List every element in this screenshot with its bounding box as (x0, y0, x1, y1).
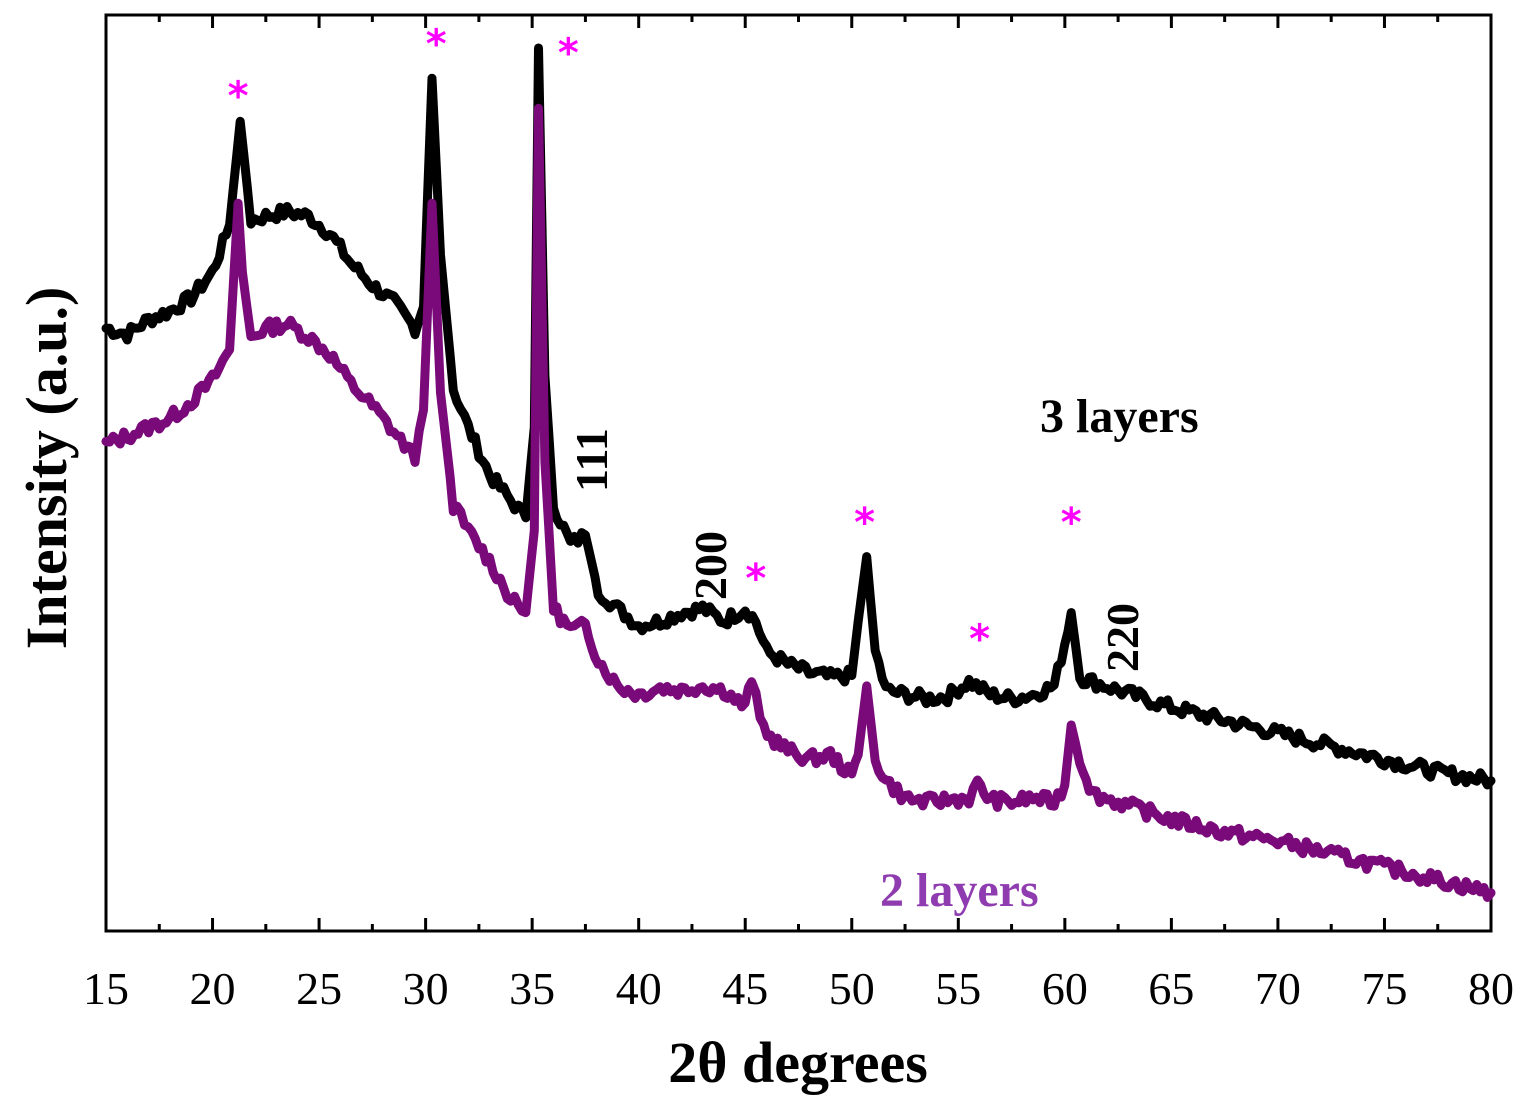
x-tick-label: 80 (1468, 963, 1514, 1014)
x-tick-label: 65 (1148, 963, 1194, 1014)
hkl-label-220: 220 (1097, 603, 1148, 672)
label-2-layers: 2 layers (880, 864, 1039, 917)
peak-star-marker: * (228, 73, 249, 119)
series-line-3-layers (101, 43, 1496, 790)
x-axis-tick-labels: 15 20 25 30 35 40 45 50 55 60 65 70 75 80 (83, 963, 1514, 1014)
x-tick-label: 40 (616, 963, 662, 1014)
x-tick-label: 30 (403, 963, 449, 1014)
peak-star-marker: * (854, 500, 875, 546)
peak-star-marker: * (745, 556, 766, 602)
series-line-2-layers (101, 103, 1496, 902)
label-3-layers: 3 layers (1040, 390, 1199, 443)
x-tick-label: 25 (296, 963, 342, 1014)
x-tick-label: 50 (829, 963, 875, 1014)
x-tick-label: 55 (935, 963, 981, 1014)
peak-star-marker: * (426, 22, 447, 68)
hkl-label-111: 111 (566, 428, 617, 492)
x-tick-label: 45 (722, 963, 768, 1014)
x-tick-label: 60 (1042, 963, 1088, 1014)
x-tick-label: 15 (83, 963, 129, 1014)
x-tick-label: 70 (1255, 963, 1301, 1014)
y-axis-title: Intensity (a.u.) (14, 287, 79, 650)
hkl-label-200: 200 (685, 531, 736, 600)
peak-star-marker: * (1061, 500, 1082, 546)
peak-star-marker: * (558, 30, 579, 76)
peak-star-markers: * * * * * * * (228, 22, 1082, 663)
plot-frame (104, 13, 1493, 933)
x-tick-label: 75 (1361, 963, 1407, 1014)
x-axis-title: 2θ degrees (668, 1030, 928, 1095)
peak-star-marker: * (969, 616, 990, 662)
x-tick-label: 20 (190, 963, 236, 1014)
x-tick-label: 35 (509, 963, 555, 1014)
x-axis-ticks (104, 15, 1493, 931)
